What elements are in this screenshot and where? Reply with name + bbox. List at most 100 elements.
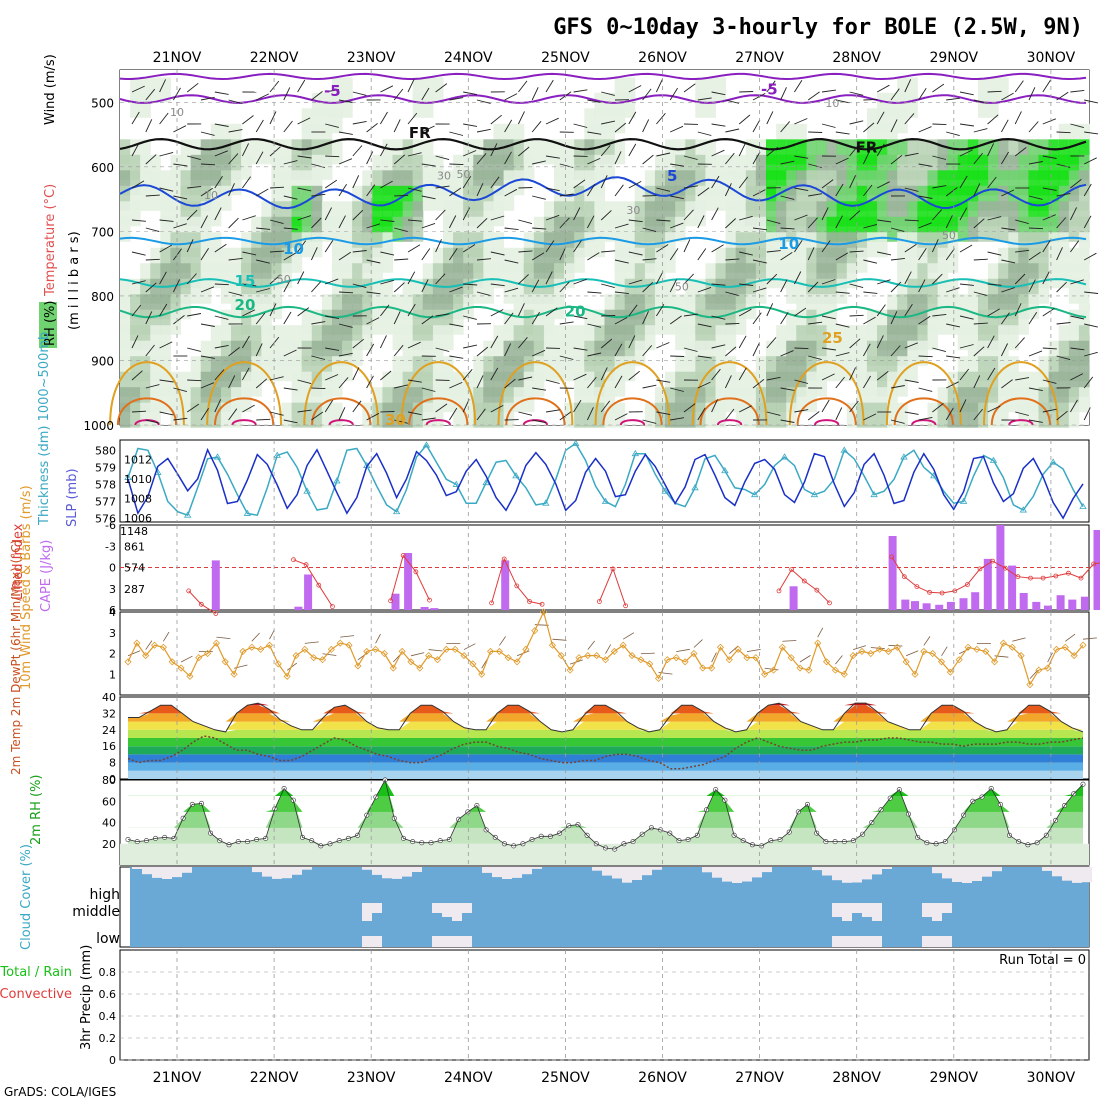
wind-speed-point [1079,641,1087,649]
day-label-bottom: 26NOV [638,1070,687,1086]
rh-cell [1028,263,1040,289]
rh-cell [372,263,383,289]
rh-cell [412,371,424,397]
rh-cell [311,92,323,118]
rh-cell [392,154,404,180]
rh-tick: 40 [102,817,116,830]
cloud-high [612,867,622,879]
wind-barb [490,367,499,381]
wind-speed-point [708,664,716,672]
cloud-high [532,867,542,869]
wind-barb [973,99,988,104]
wind-barb [835,407,843,421]
wind-barb [255,188,269,197]
rh-cell [745,216,757,242]
rh-cell [988,139,999,165]
rh-cell [543,139,555,165]
rh-cell [967,170,979,196]
wind-barb [849,283,864,289]
rh-cell [977,201,989,227]
rh-cell [897,139,908,165]
rh-cell [150,309,161,335]
cloud-high [182,867,192,873]
rh-cell [311,216,323,242]
wind-barb [256,259,270,264]
rh-cell [170,263,182,289]
rh-cell [866,371,878,397]
wind-speed-point [584,652,592,660]
rh-cell [564,216,575,242]
wind-barb [821,123,836,128]
wind-barb [752,259,767,264]
rh-cell [210,340,222,366]
rh-cell [1078,340,1090,366]
rh-cell [806,170,817,196]
rh-cell [1028,216,1040,242]
wind-barb [421,87,430,101]
rh-cell [342,356,353,382]
rh-cell [1008,232,1019,258]
rh-cell [967,216,979,242]
rh-cell [705,263,717,289]
warm-isotherm [400,361,477,426]
rh-cell [856,185,868,211]
rh-cell [877,402,888,428]
rh-cell [382,139,394,165]
wind-barb [1070,373,1084,381]
wind-barb [628,111,637,125]
rh-cell [574,154,585,180]
wind-barb [946,97,961,101]
rh-cell [453,278,464,304]
rh-cell [150,170,161,196]
wind-barb-10m [1065,633,1076,642]
rh-cell [594,356,605,382]
rh-cell [220,247,232,273]
rh-cell [352,325,363,351]
wind-barb [187,379,202,382]
wind-barb [1042,80,1051,93]
precip-tick: 0.2 [99,1032,117,1045]
wind-barb [325,155,340,158]
wind-speed-point [495,647,503,655]
rh-cell [866,356,878,382]
rh-cell [755,170,767,196]
wind-barb [325,89,340,93]
rh-cell [311,371,323,397]
rh-cell [947,387,959,413]
wind-barb [821,315,836,320]
rh-cell [170,387,182,413]
wind-barb [766,111,774,125]
wind-tick: 4 [109,606,116,619]
rh-cell [473,201,484,227]
wind-barb [214,369,225,381]
rh-cell [453,170,464,196]
wind-barb [1056,131,1071,134]
rh-cell [150,340,161,366]
rh-cell [130,170,141,196]
wind-barb [311,281,322,293]
warm-isotherm [505,397,566,426]
wind-barb [324,240,334,253]
rh-cell [685,387,696,413]
wind-barb [711,283,726,286]
rh-cell [766,170,777,196]
rh-cell [483,185,494,211]
wind-barb [297,307,310,317]
isotherm-label: 30 [385,411,406,429]
wind-barb [614,223,629,229]
rh-cell [190,139,202,165]
rh-cell [574,356,585,382]
rh-cell [150,325,161,351]
cape-bar [1093,530,1100,610]
rh-cell [897,263,908,289]
rh-cell [977,325,989,351]
rh-cell [725,371,737,397]
rh2m-plot [120,777,1089,865]
wind-barb [697,381,711,389]
rh-cell [705,402,717,428]
wind-barb [587,131,602,135]
wind-barb [1042,239,1051,253]
wind-barb [255,378,268,389]
wind-barb [614,259,629,264]
rh-cell [120,154,131,180]
